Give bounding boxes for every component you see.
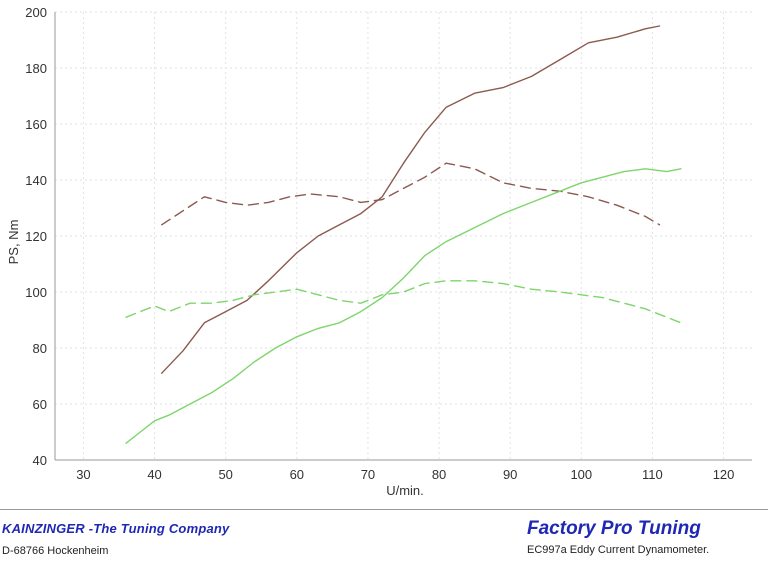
company-name: KAINZINGER -The Tuning Company bbox=[2, 521, 230, 536]
y-tick-label: 120 bbox=[25, 229, 47, 244]
tick-labels: 30 40 50 60 70 80 90 100 110 120 40 60 80 100 120 140 16… bbox=[25, 5, 734, 482]
x-tick-label: 110 bbox=[642, 467, 663, 482]
y-tick-label: 100 bbox=[25, 285, 47, 300]
y-tick-label: 200 bbox=[25, 5, 47, 20]
footer-divider bbox=[0, 509, 768, 510]
x-tick-label: 80 bbox=[432, 467, 446, 482]
dyno-chart: 30 40 50 60 70 80 90 100 110 120 40 60 80 100 120 140 16… bbox=[6, 5, 752, 498]
axes bbox=[54, 12, 752, 461]
series-line-3 bbox=[125, 168, 682, 444]
x-tick-label: 40 bbox=[147, 467, 161, 482]
x-tick-label: 30 bbox=[76, 467, 90, 482]
y-tick-label: 160 bbox=[25, 117, 47, 132]
series-line-2 bbox=[161, 162, 661, 226]
y-tick-label: 140 bbox=[25, 173, 47, 188]
y-tick-label: 180 bbox=[25, 61, 47, 76]
x-tick-label: 120 bbox=[713, 467, 735, 482]
dyno-brand: Factory Pro Tuning bbox=[527, 518, 701, 539]
x-tick-label: 60 bbox=[290, 467, 304, 482]
series-line-1 bbox=[161, 25, 661, 374]
x-axis-label: U/min. bbox=[386, 483, 424, 498]
x-tick-label: 100 bbox=[570, 467, 592, 482]
y-axis-label: PS, Nm bbox=[6, 220, 21, 265]
company-address: D-68766 Hockenheim bbox=[2, 545, 109, 557]
dyno-model: EC997a Eddy Current Dynamometer. bbox=[527, 544, 710, 556]
x-tick-label: 70 bbox=[361, 467, 375, 482]
grid-lines bbox=[55, 11, 752, 461]
y-tick-label: 80 bbox=[33, 341, 47, 356]
y-tick-label: 40 bbox=[33, 453, 47, 468]
x-tick-label: 50 bbox=[218, 467, 232, 482]
series-lines bbox=[125, 25, 682, 444]
y-tick-label: 60 bbox=[33, 397, 47, 412]
series-line-4 bbox=[125, 280, 682, 324]
x-tick-label: 90 bbox=[503, 467, 517, 482]
